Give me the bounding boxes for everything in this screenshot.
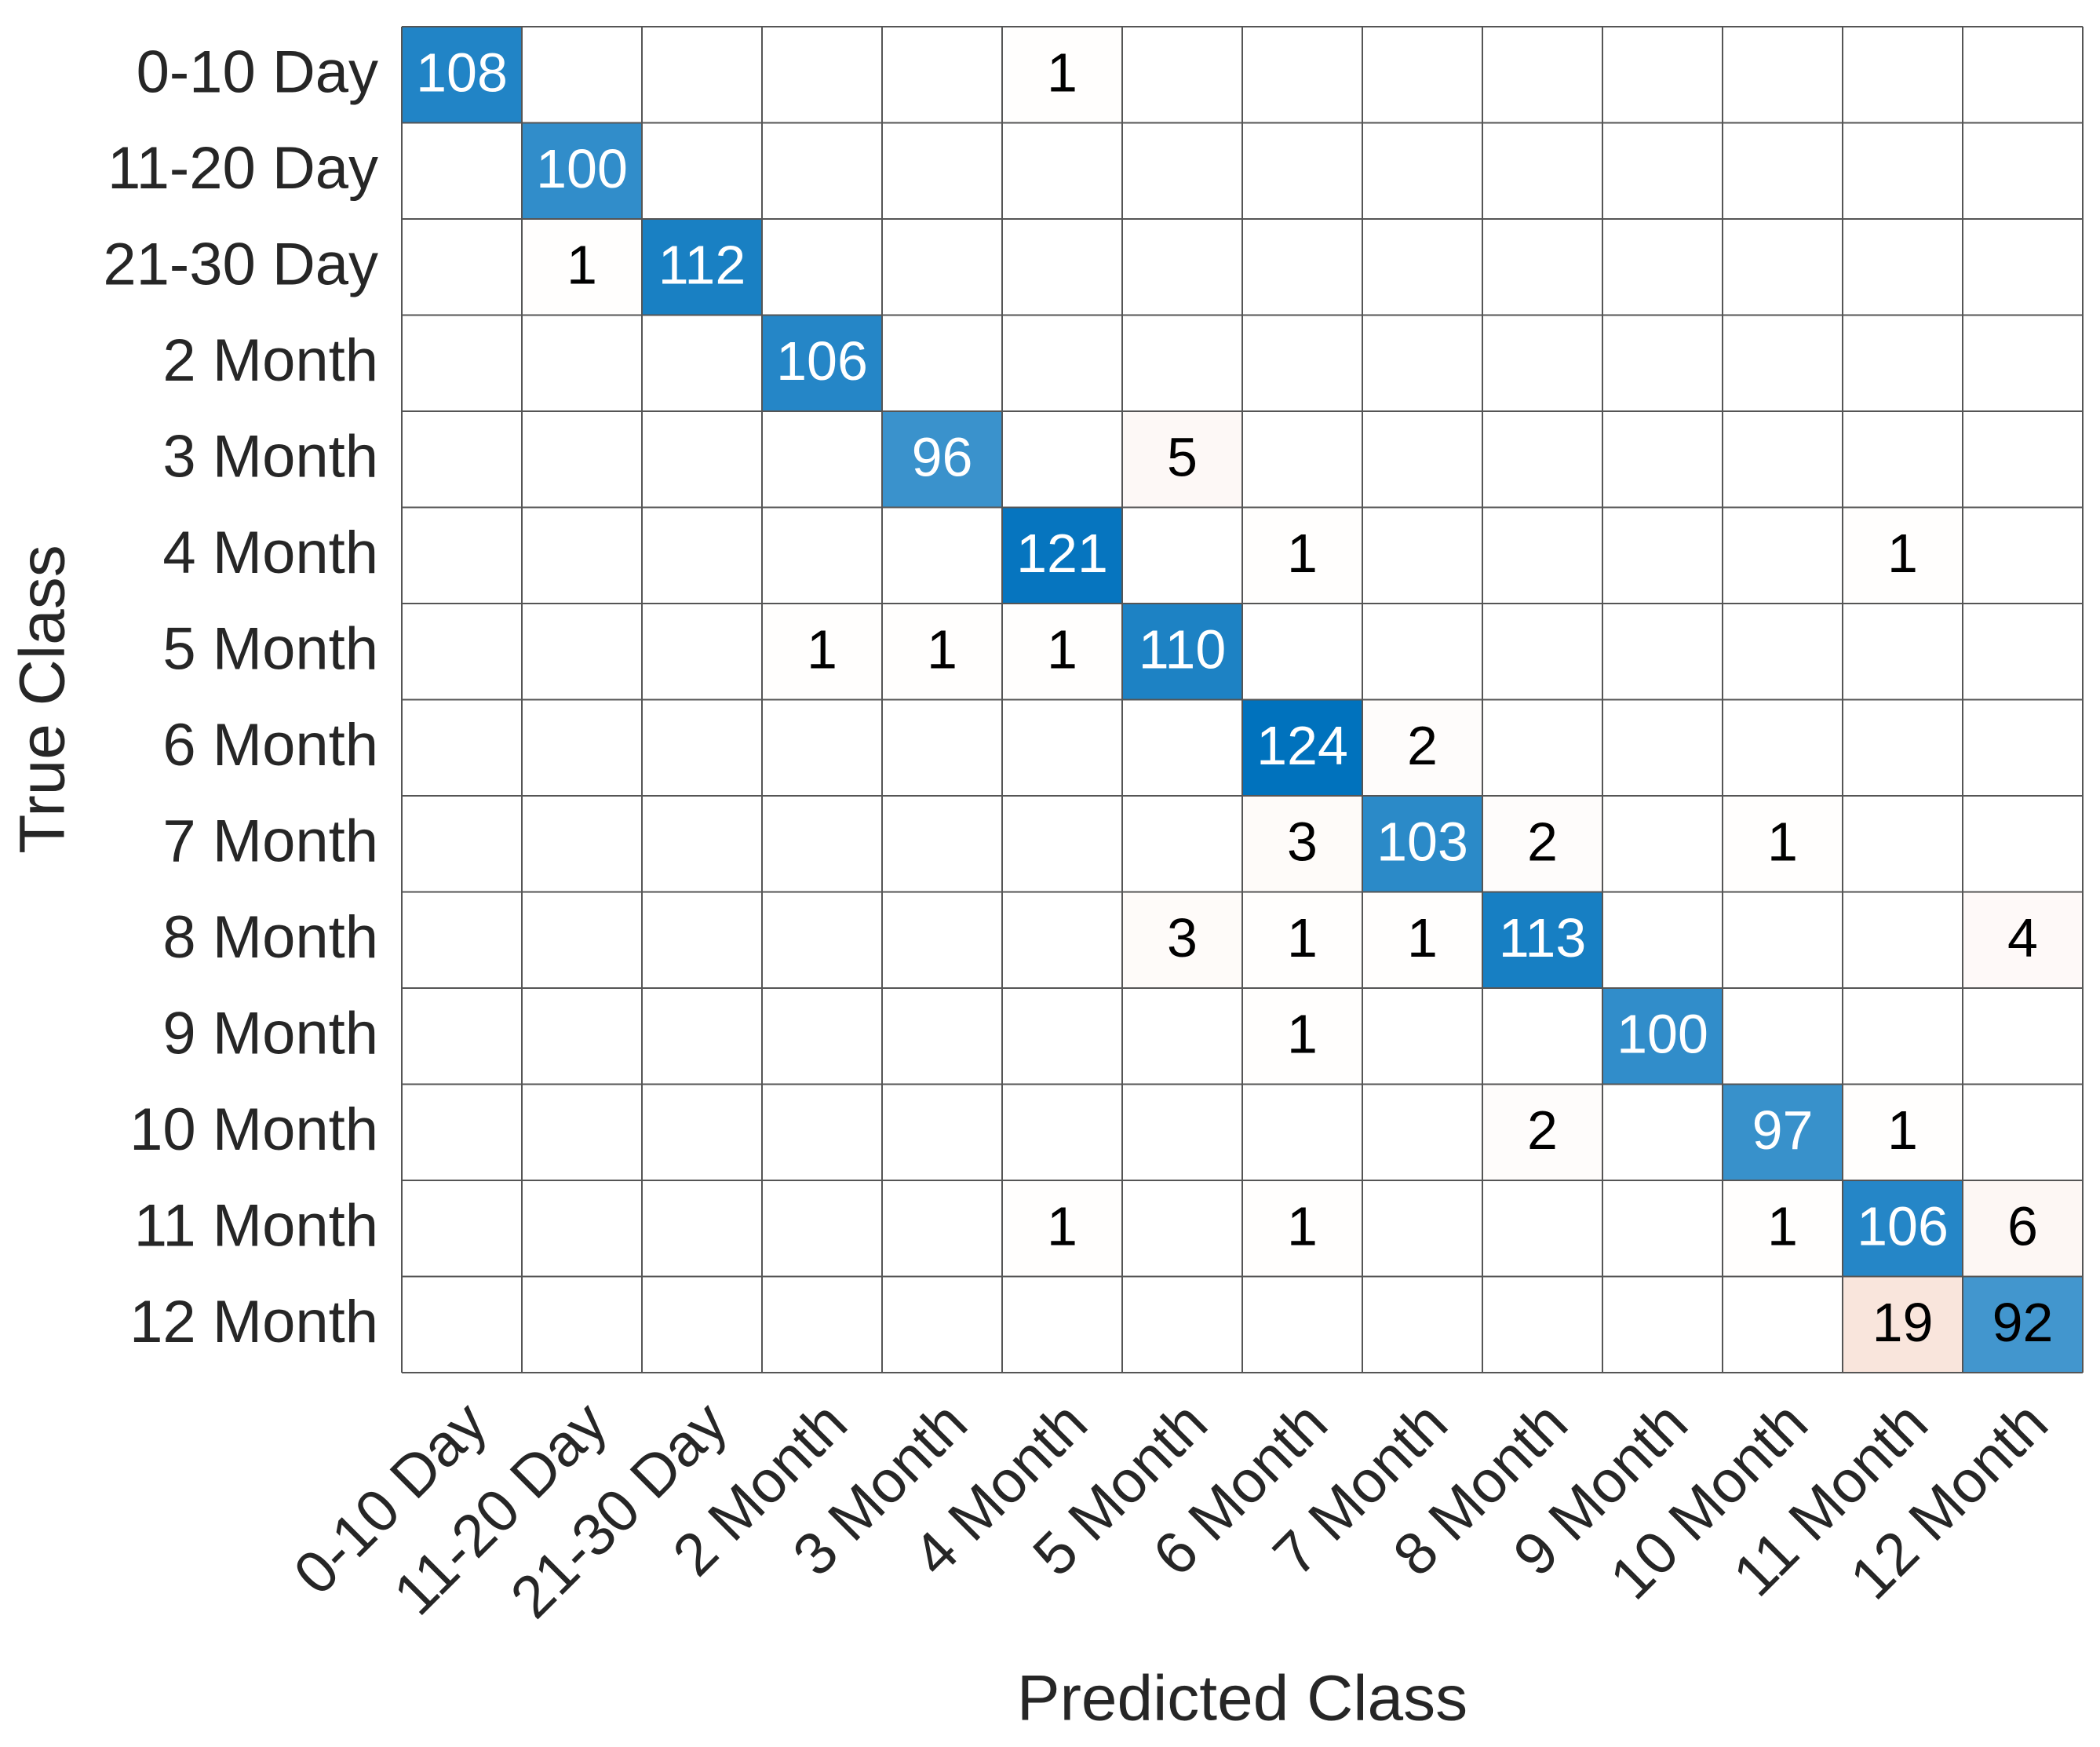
y-tick-label: 8 Month	[162, 904, 378, 971]
y-tick-label: 3 Month	[162, 423, 378, 490]
y-tick-label: 11 Month	[134, 1192, 378, 1259]
cell-value: 2	[1527, 1100, 1558, 1161]
cell	[1843, 1276, 1963, 1373]
cell-value: 97	[1752, 1100, 1814, 1161]
cell	[642, 219, 762, 315]
cell-value: 108	[416, 42, 508, 104]
cell	[1242, 507, 1362, 604]
cell-value: 103	[1376, 811, 1468, 873]
cell-value: 1	[1887, 1100, 1918, 1161]
y-tick-label: 11-20 Day	[108, 135, 378, 202]
cell	[1723, 1180, 1843, 1277]
cell-value: 1	[1287, 907, 1318, 968]
y-tick-label: 5 Month	[162, 615, 378, 682]
cell	[1602, 988, 1723, 1085]
cell	[1242, 699, 1362, 796]
cell	[1723, 796, 1843, 892]
cell-value: 1	[1047, 1196, 1077, 1257]
cell	[1963, 1276, 2083, 1373]
y-tick-label: 4 Month	[162, 520, 378, 586]
y-axis-title: True Class	[7, 545, 78, 853]
cell-value: 1	[567, 235, 597, 296]
cell	[1122, 892, 1242, 988]
cell-value: 124	[1256, 715, 1348, 776]
cell	[1242, 1180, 1362, 1277]
cell	[1002, 507, 1122, 604]
cell	[1843, 1180, 1963, 1277]
cell-value: 106	[1857, 1196, 1949, 1257]
y-tick-label: 6 Month	[162, 712, 378, 779]
cell	[1362, 892, 1482, 988]
cell	[1482, 892, 1602, 988]
cell-value: 100	[536, 138, 628, 199]
cell-value: 1	[1767, 811, 1798, 873]
cell	[882, 411, 1002, 508]
cell	[1963, 1180, 2083, 1277]
cell-value: 2	[1527, 811, 1558, 873]
cell-value: 106	[776, 330, 868, 392]
cell	[1242, 988, 1362, 1085]
cell-value: 1	[1767, 1196, 1798, 1257]
cell	[1002, 27, 1122, 123]
cell-value: 1	[1047, 42, 1077, 104]
cell	[1963, 892, 2083, 988]
cell-value: 2	[1407, 715, 1438, 776]
y-tick-label: 10 Month	[129, 1096, 378, 1163]
cell-value: 1	[807, 619, 837, 680]
cell-value: 1	[1047, 619, 1077, 680]
cell	[1122, 604, 1242, 700]
cell	[1723, 1084, 1843, 1180]
cell-value: 100	[1617, 1004, 1708, 1065]
cell-value: 1	[1887, 523, 1918, 584]
cell-value: 121	[1016, 523, 1108, 584]
cell	[1242, 892, 1362, 988]
cell-value: 5	[1167, 427, 1198, 488]
cell	[522, 122, 642, 219]
cell-value: 4	[2007, 907, 2038, 968]
cell-value: 1	[1407, 907, 1438, 968]
cell-value: 1	[1287, 1004, 1318, 1065]
cell-value: 1	[1287, 1196, 1318, 1257]
cell	[1843, 507, 1963, 604]
cell-value: 96	[912, 427, 973, 488]
cell-value: 6	[2007, 1196, 2038, 1257]
cell	[1362, 699, 1482, 796]
cell-value: 110	[1139, 619, 1227, 680]
cell-value: 113	[1499, 907, 1587, 968]
cell-value: 1	[1287, 523, 1318, 584]
cell	[1362, 796, 1482, 892]
y-tick-label: 12 Month	[129, 1289, 378, 1355]
cell	[762, 604, 882, 700]
y-tick-label: 21-30 Day	[103, 231, 378, 297]
cell-value: 19	[1872, 1292, 1934, 1353]
cell	[1122, 411, 1242, 508]
y-tick-label: 9 Month	[162, 1000, 378, 1067]
cell	[522, 219, 642, 315]
y-tick-label: 2 Month	[162, 327, 378, 394]
cell	[1843, 1084, 1963, 1180]
cell	[1002, 604, 1122, 700]
x-axis-title: Predicted Class	[1017, 1663, 1467, 1734]
cell-value: 3	[1287, 811, 1318, 873]
cell	[402, 27, 522, 123]
cell-value: 92	[1992, 1292, 2054, 1353]
cell-value: 112	[658, 235, 746, 296]
y-tick-label: 7 Month	[162, 808, 378, 874]
cell-value: 3	[1167, 907, 1198, 968]
y-tick-label: 0-10 Day	[137, 38, 378, 105]
cell	[1242, 796, 1362, 892]
cell	[1482, 796, 1602, 892]
cell	[882, 604, 1002, 700]
cell	[762, 315, 882, 411]
cell	[1482, 1084, 1602, 1180]
cell-value: 1	[927, 619, 957, 680]
cell	[1002, 1180, 1122, 1277]
